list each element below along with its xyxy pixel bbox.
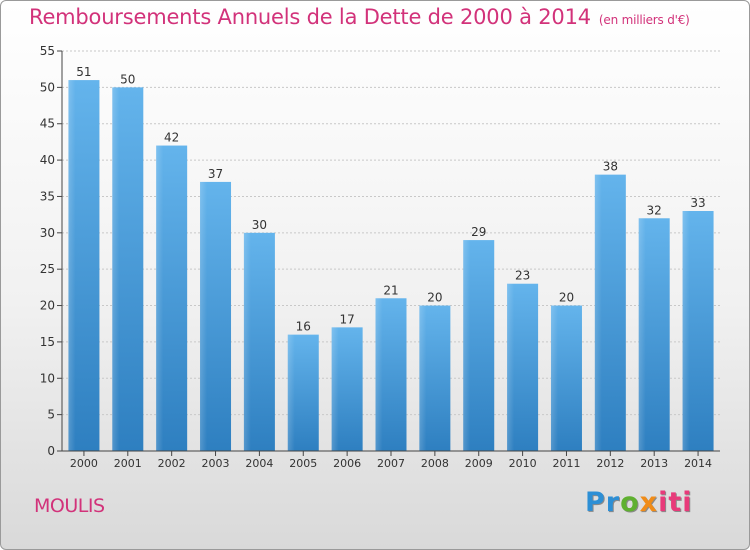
data-label: 29	[471, 225, 486, 239]
y-tick-label: 30	[40, 226, 55, 240]
x-tick-label: 2008	[421, 457, 449, 470]
bars	[68, 80, 714, 452]
x-tick-label: 2003	[202, 457, 230, 470]
data-label: 23	[515, 269, 530, 283]
data-label: 32	[647, 203, 662, 217]
y-tick-label: 35	[40, 189, 55, 203]
axes	[57, 50, 720, 456]
commune-name: MOULIS	[34, 495, 105, 517]
x-tick-label: 2007	[377, 457, 405, 470]
y-tick-label: 50	[40, 80, 55, 94]
labels: 0 5 10 15 20 25 30 35 40 45 50 55 51 2000 50 2001 42 2002…	[40, 44, 712, 470]
y-tick-label: 20	[40, 299, 55, 313]
x-tick-label: 2000	[70, 457, 98, 470]
chart-title-text: Remboursements Annuels de la Dette de 20…	[29, 5, 591, 29]
bar-highlight	[200, 181, 208, 451]
data-label: 21	[383, 283, 398, 297]
x-tick-label: 2004	[245, 457, 273, 470]
data-label: 50	[120, 72, 135, 86]
x-tick-label: 2014	[684, 457, 712, 470]
bar-highlight	[550, 305, 558, 451]
data-label: 37	[208, 167, 223, 181]
bar-highlight	[594, 174, 602, 452]
data-label: 20	[427, 291, 442, 305]
x-tick-label: 2013	[640, 457, 668, 470]
bar-highlight	[682, 211, 690, 451]
y-tick-label: 15	[40, 335, 55, 349]
y-tick-label: 40	[40, 153, 55, 167]
x-tick-label: 2010	[509, 457, 537, 470]
y-tick-label: 55	[40, 44, 55, 58]
bar-highlight	[287, 334, 295, 451]
x-tick-label: 2011	[552, 457, 580, 470]
bar-highlight	[156, 145, 164, 451]
y-tick-label: 0	[47, 444, 55, 458]
y-tick-label: 45	[40, 117, 55, 131]
data-label: 17	[339, 312, 354, 326]
data-label: 51	[76, 65, 91, 79]
x-tick-label: 2005	[289, 457, 317, 470]
bar-highlight	[112, 87, 120, 451]
chart-title: Remboursements Annuels de la Dette de 20…	[29, 5, 690, 29]
chart-subtitle: (en milliers d'€)	[598, 13, 690, 27]
x-tick-label: 2002	[158, 457, 186, 470]
data-label: 42	[164, 131, 179, 145]
bar-highlight	[507, 283, 515, 451]
data-label: 16	[296, 320, 311, 334]
y-tick-label: 5	[47, 408, 55, 422]
data-label: 30	[252, 218, 267, 232]
bar-highlight	[331, 327, 339, 451]
x-tick-label: 2006	[333, 457, 361, 470]
bar-highlight	[375, 298, 383, 451]
x-tick-label: 2012	[596, 457, 624, 470]
data-label: 20	[559, 291, 574, 305]
data-label: 38	[603, 160, 618, 174]
y-tick-label: 10	[40, 371, 55, 385]
bar-highlight	[638, 218, 646, 451]
x-tick-label: 2001	[114, 457, 142, 470]
x-tick-label: 2009	[465, 457, 493, 470]
proxiti-logo: Proxiti	[585, 487, 693, 518]
data-label: 33	[690, 196, 705, 210]
bar-highlight	[68, 80, 76, 451]
bar-highlight	[243, 232, 251, 451]
bar-highlight	[463, 240, 471, 451]
bar-highlight	[419, 305, 427, 451]
y-tick-label: 25	[40, 262, 55, 276]
